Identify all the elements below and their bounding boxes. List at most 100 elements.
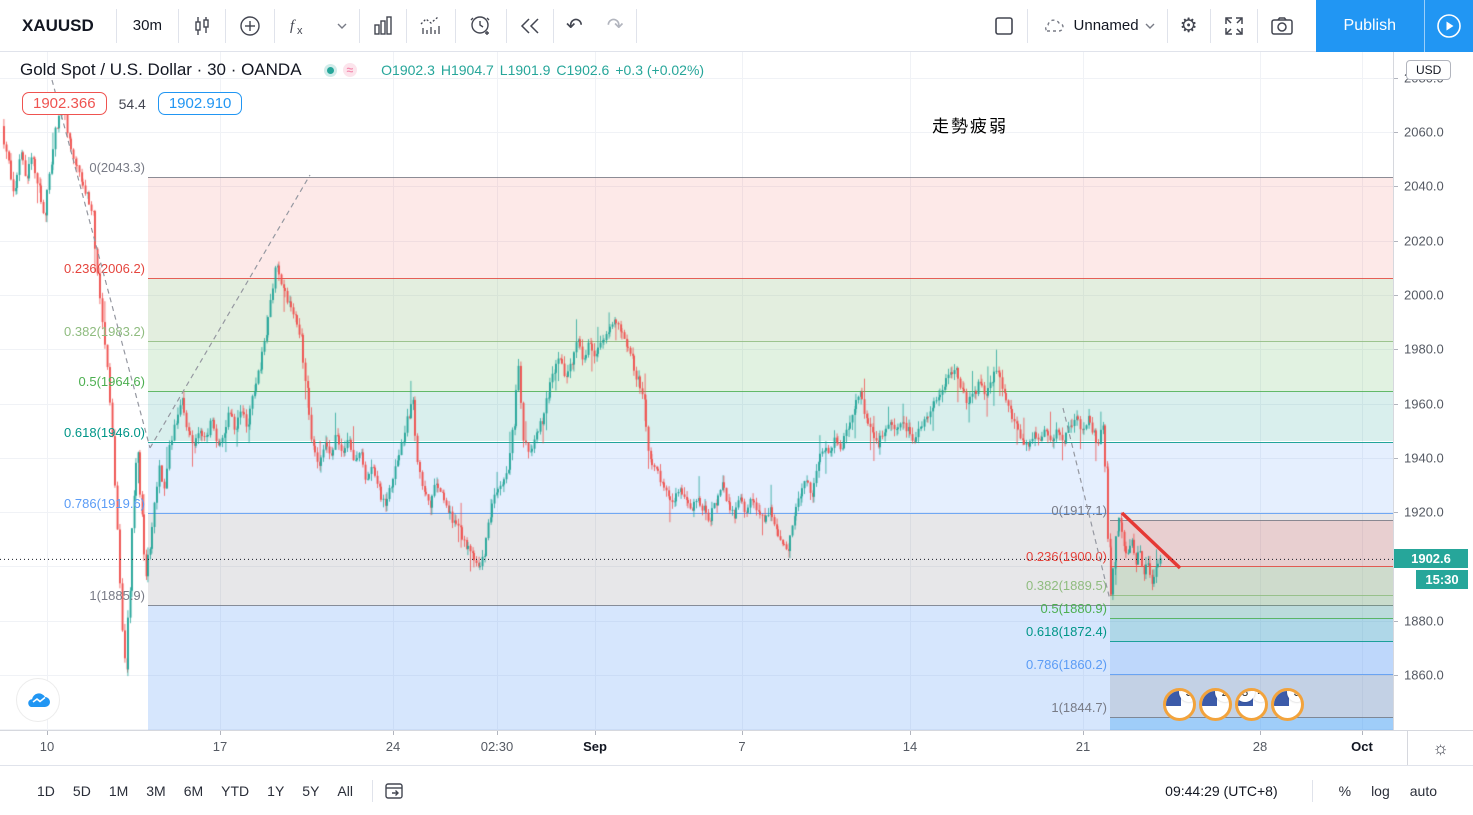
approx-data-icon[interactable]: ≈	[342, 63, 358, 77]
log-scale-button[interactable]: log	[1371, 782, 1390, 799]
us-flag-event-icon[interactable]: 3	[1271, 688, 1304, 721]
time-tick-dash	[742, 731, 743, 735]
cloud-outline-icon	[1044, 18, 1064, 32]
chart-legend[interactable]: Gold Spot / U.S. Dollar · 30 · OANDA ≈ O…	[20, 60, 704, 80]
chart-style-candles-icon[interactable]	[179, 7, 225, 45]
range-button-ytd[interactable]: YTD	[221, 782, 250, 799]
legend-close: C1902.6	[556, 62, 610, 78]
toolbar-separator	[1209, 8, 1211, 43]
alert-icon[interactable]	[456, 7, 506, 45]
legend-title: Gold Spot / U.S. Dollar · 30 · OANDA	[20, 60, 302, 79]
bottom-toolbar: 1D 5D 1M 3M 6M YTD 1Y 5Y All 09:44:29 (UTC+8) % …	[0, 765, 1473, 815]
range-button-5d[interactable]: 5D	[72, 782, 91, 799]
go-to-date-icon[interactable]	[383, 781, 405, 801]
undo-icon[interactable]: ↶	[565, 15, 583, 37]
publish-group: Publish	[1315, 0, 1473, 52]
range-button-3m[interactable]: 3M	[146, 782, 166, 799]
currency-badge[interactable]: USD	[1406, 60, 1452, 80]
indicators-chevron-icon[interactable]	[325, 7, 359, 45]
ask-price-tag[interactable]: 1902.910	[157, 92, 243, 115]
range-button-1m[interactable]: 1M	[108, 782, 129, 799]
price-chart-canvas[interactable]	[0, 52, 1393, 730]
fib-retracement-level-label: 0.5(1964.6)	[78, 374, 146, 389]
price-axis[interactable]: USD 2080.02060.02040.02020.02000.01980.0…	[1393, 52, 1473, 765]
redo-icon[interactable]: ↷	[606, 15, 624, 37]
bid-price-tag[interactable]: 1902.366	[22, 92, 107, 115]
time-axis[interactable]: 10 17 24 02:30 Sep 7 14 21 28 Oct	[0, 730, 1407, 765]
price-tick-label: 2000.0	[1404, 287, 1444, 303]
publish-button[interactable]: Publish	[1315, 0, 1424, 52]
time-tick-dash	[393, 731, 394, 735]
price-tick-dash	[1394, 294, 1398, 296]
interval-button[interactable]: 30m	[132, 17, 162, 34]
time-tick-dash	[1362, 731, 1363, 735]
time-tick-dash	[910, 731, 911, 735]
dashed-trendline[interactable]	[51, 79, 151, 449]
svg-text:x: x	[297, 25, 303, 37]
last-price-tag: 1902.6	[1394, 549, 1468, 569]
toolbar-separator	[371, 779, 373, 802]
price-tick-dash	[1394, 457, 1398, 459]
range-button-1d[interactable]: 1D	[37, 782, 55, 799]
fundamentals-icon[interactable]	[407, 7, 455, 45]
axis-settings-sun-icon[interactable]: ☼	[1432, 737, 1449, 758]
fib-retracement-2-level-label: 0.236(1900.0)	[1026, 549, 1107, 565]
chart-pane[interactable]: 0(2043.3) 0.236(2006.2) 0.382(1983.2) 0.5(1…	[0, 52, 1393, 730]
templates-columns-icon[interactable]	[360, 7, 406, 45]
toolbar-separator	[224, 8, 226, 43]
price-tick-dash	[1394, 186, 1398, 188]
range-button-5y[interactable]: 5Y	[302, 782, 320, 799]
price-tick-dash	[1394, 77, 1398, 79]
indicators-fx-icon[interactable]: f x	[275, 7, 325, 45]
compare-add-icon[interactable]	[226, 7, 274, 45]
us-flag-event-icon[interactable]: 5	[1163, 688, 1196, 721]
settings-gear-icon[interactable]: ⚙	[1179, 15, 1198, 37]
toolbar-separator	[177, 8, 179, 43]
market-status-icon[interactable]	[323, 63, 337, 77]
bid-ask-row: 1902.366 54.4 1902.910	[22, 92, 243, 115]
percent-scale-button[interactable]: %	[1338, 782, 1352, 799]
toolbar-separator	[552, 8, 554, 43]
time-tick-label: 7	[738, 739, 746, 754]
toolbar-separator	[1256, 8, 1258, 43]
fullscreen-icon[interactable]	[1211, 7, 1257, 45]
red-trendline[interactable]	[1120, 511, 1182, 570]
dashed-trendline[interactable]	[149, 174, 311, 449]
price-tick-label: 1940.0	[1404, 450, 1444, 466]
chevron-down-icon	[1145, 23, 1155, 29]
layout-single-icon[interactable]	[981, 7, 1027, 45]
price-tick-dash	[1394, 132, 1398, 133]
chart-text-annotation[interactable]: 走勢疲弱	[932, 117, 1008, 136]
price-tick-label: 1860.0	[1404, 667, 1444, 683]
time-tick-label: 28	[1252, 739, 1268, 754]
event-count-badge: 5	[1179, 691, 1193, 702]
symbol-button[interactable]: XAUUSD	[22, 15, 94, 35]
legend-change: +0.3 (+0.02%)	[615, 62, 705, 78]
event-count-badge: 2	[1215, 691, 1229, 702]
us-flag-event-icon[interactable]: 2	[1199, 688, 1232, 721]
clock-timezone-button[interactable]: 09:44:29 (UTC+8)	[1165, 782, 1278, 799]
layout-name-label: Unnamed	[1073, 17, 1139, 34]
range-button-6m[interactable]: 6M	[183, 782, 204, 799]
bar-replay-icon[interactable]	[507, 7, 553, 45]
tradingview-logo-button[interactable]	[16, 678, 60, 722]
snapshot-camera-icon[interactable]	[1258, 7, 1306, 45]
time-tick-label: 21	[1075, 739, 1091, 754]
date-range-buttons: 1D 5D 1M 3M 6M YTD 1Y 5Y All	[28, 779, 362, 803]
drawings-overlay	[0, 79, 1393, 601]
range-button-1y[interactable]: 1Y	[267, 782, 285, 799]
time-tick-label: 14	[902, 739, 918, 754]
toolbar-separator	[405, 8, 407, 43]
layout-name-button[interactable]: Unnamed	[1028, 7, 1167, 45]
dashed-trendline[interactable]	[1062, 407, 1111, 601]
price-tick-dash	[1394, 512, 1398, 514]
price-tick-label: 2040.0	[1404, 178, 1444, 194]
publish-play-button[interactable]	[1424, 0, 1473, 52]
price-tick-label: 1960.0	[1404, 396, 1444, 411]
range-button-all[interactable]: All	[337, 782, 353, 799]
auto-scale-button[interactable]: auto	[1409, 782, 1437, 799]
event-count-badge: 3	[1287, 691, 1301, 702]
